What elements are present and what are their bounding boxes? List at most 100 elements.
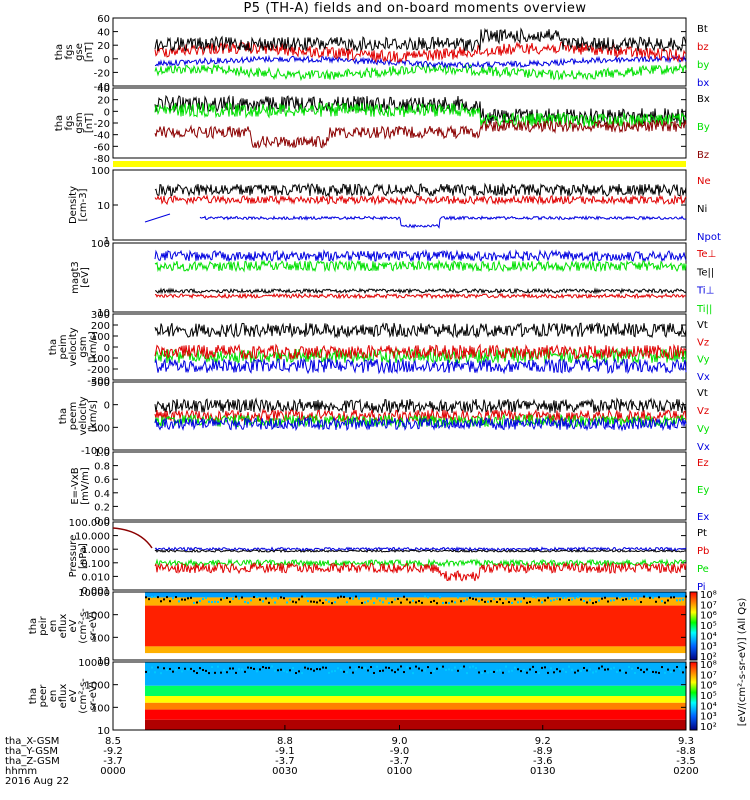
pressure-line-pt	[154, 549, 687, 554]
fgs-gsm-legend-Bz: Bz	[697, 150, 709, 161]
temperature-legend-Ti||: Ti||	[696, 304, 712, 315]
peir-noise	[481, 598, 483, 601]
peer-noise	[268, 666, 270, 669]
peir-noise	[265, 597, 267, 600]
peir-noise	[190, 596, 192, 599]
peir-noise	[523, 597, 525, 600]
peer-band	[145, 719, 686, 730]
peer-band	[145, 662, 686, 686]
peer-noise	[289, 669, 291, 672]
footer-label-4: 2016 Aug 22	[5, 776, 69, 787]
peir-noise	[625, 598, 627, 601]
peir-noise	[487, 600, 489, 603]
peir-noise	[214, 600, 216, 603]
peer-noise	[226, 671, 228, 674]
peer-noise	[646, 668, 648, 671]
peir-noise	[430, 600, 432, 603]
fgs-gsm-ytick-label: -40	[94, 131, 110, 142]
peir-noise	[547, 596, 549, 599]
peer-noise	[151, 666, 153, 669]
peir-noise	[400, 601, 402, 604]
peir-noise	[424, 595, 426, 598]
peir-noise	[322, 602, 324, 605]
peer-noise	[328, 671, 330, 674]
peir-noise	[517, 601, 519, 604]
fgs-gsm-line-by	[154, 101, 687, 129]
peer-noise	[259, 668, 261, 671]
peir-noise	[571, 598, 573, 601]
peer-noise	[229, 667, 231, 670]
peir-noise	[154, 595, 156, 598]
peir-noise	[325, 598, 327, 601]
peer-noise	[553, 671, 555, 674]
peer-noise	[490, 670, 492, 673]
peer-noise	[493, 670, 495, 673]
peer-noise	[577, 669, 579, 672]
fgs-gsm-ylabel: gsm	[74, 112, 85, 133]
peir-noise	[664, 601, 666, 604]
peir-noise	[469, 596, 471, 599]
density-line-ni	[154, 182, 687, 198]
footer-label-0: tha_X-GSM	[5, 736, 59, 747]
peer-noise	[283, 669, 285, 672]
footer-value: -9.1	[275, 746, 295, 757]
xaxis-tick-label: 9.2	[535, 736, 551, 747]
peir-noise	[358, 597, 360, 600]
fgs-gse-ytick-label: 40	[97, 28, 110, 39]
peer-noise	[232, 667, 234, 670]
peer-noise	[310, 668, 312, 671]
peir-noise	[373, 601, 375, 604]
peir-noise	[472, 597, 474, 600]
peer-noise	[163, 667, 165, 670]
peer-noise	[520, 670, 522, 673]
peer-noise	[211, 665, 213, 668]
peir-noise	[418, 600, 420, 603]
peir-noise	[202, 598, 204, 601]
peir-noise	[622, 598, 624, 601]
peir-noise	[535, 596, 537, 599]
peir-noise	[616, 597, 618, 600]
peir-noise	[598, 599, 600, 602]
peer-noise	[613, 666, 615, 669]
footer-value: 0100	[387, 766, 412, 777]
peer-noise	[271, 665, 273, 668]
fgs-gsm-line-bz	[154, 119, 687, 149]
fgs-gse-ytick-label: 20	[97, 41, 110, 52]
peim-velocity-legend-Vz: Vz	[697, 337, 709, 348]
peer-noise	[544, 666, 546, 669]
fgs-gsm-ytick-label: 40	[97, 84, 110, 95]
peer-noise	[433, 670, 435, 673]
fgs-gsm-line-bx	[154, 94, 687, 126]
peer-noise	[304, 666, 306, 669]
colorbar-label: 10⁵	[700, 621, 717, 632]
peer-ytick-label: 10000	[78, 658, 110, 669]
peer-noise	[346, 671, 348, 674]
footer-value: -3.6	[533, 756, 553, 767]
peir-noise	[241, 596, 243, 599]
peer-noise	[250, 666, 252, 669]
peer-noise	[628, 665, 630, 668]
peir-noise	[574, 597, 576, 600]
colorbar-label: 10⁶	[700, 611, 717, 622]
footer-value: -8.8	[676, 746, 696, 757]
fgs-gse-ylabel: gse	[74, 43, 85, 61]
peir-noise	[292, 600, 294, 603]
fgs-gse-line-bt	[154, 27, 687, 53]
peir-noise	[211, 601, 213, 604]
density-ytick-label: 10	[97, 201, 110, 212]
temperature-legend-Te||: Te||	[696, 267, 714, 278]
peer-ylabel: sr-eV)	[88, 681, 99, 710]
fgs-gse-frame	[112, 17, 687, 87]
pressure-ytick-label: 0.010	[81, 572, 110, 583]
peer-noise	[442, 665, 444, 668]
peir-noise	[679, 599, 681, 602]
peir-noise	[193, 601, 195, 604]
peer-noise	[460, 667, 462, 670]
peer-noise	[592, 671, 594, 674]
peer-noise	[385, 666, 387, 669]
peir-noise	[409, 601, 411, 604]
peer-noise	[463, 665, 465, 668]
peer-noise	[418, 667, 420, 670]
peir-noise	[220, 598, 222, 601]
peer-noise	[661, 666, 663, 669]
